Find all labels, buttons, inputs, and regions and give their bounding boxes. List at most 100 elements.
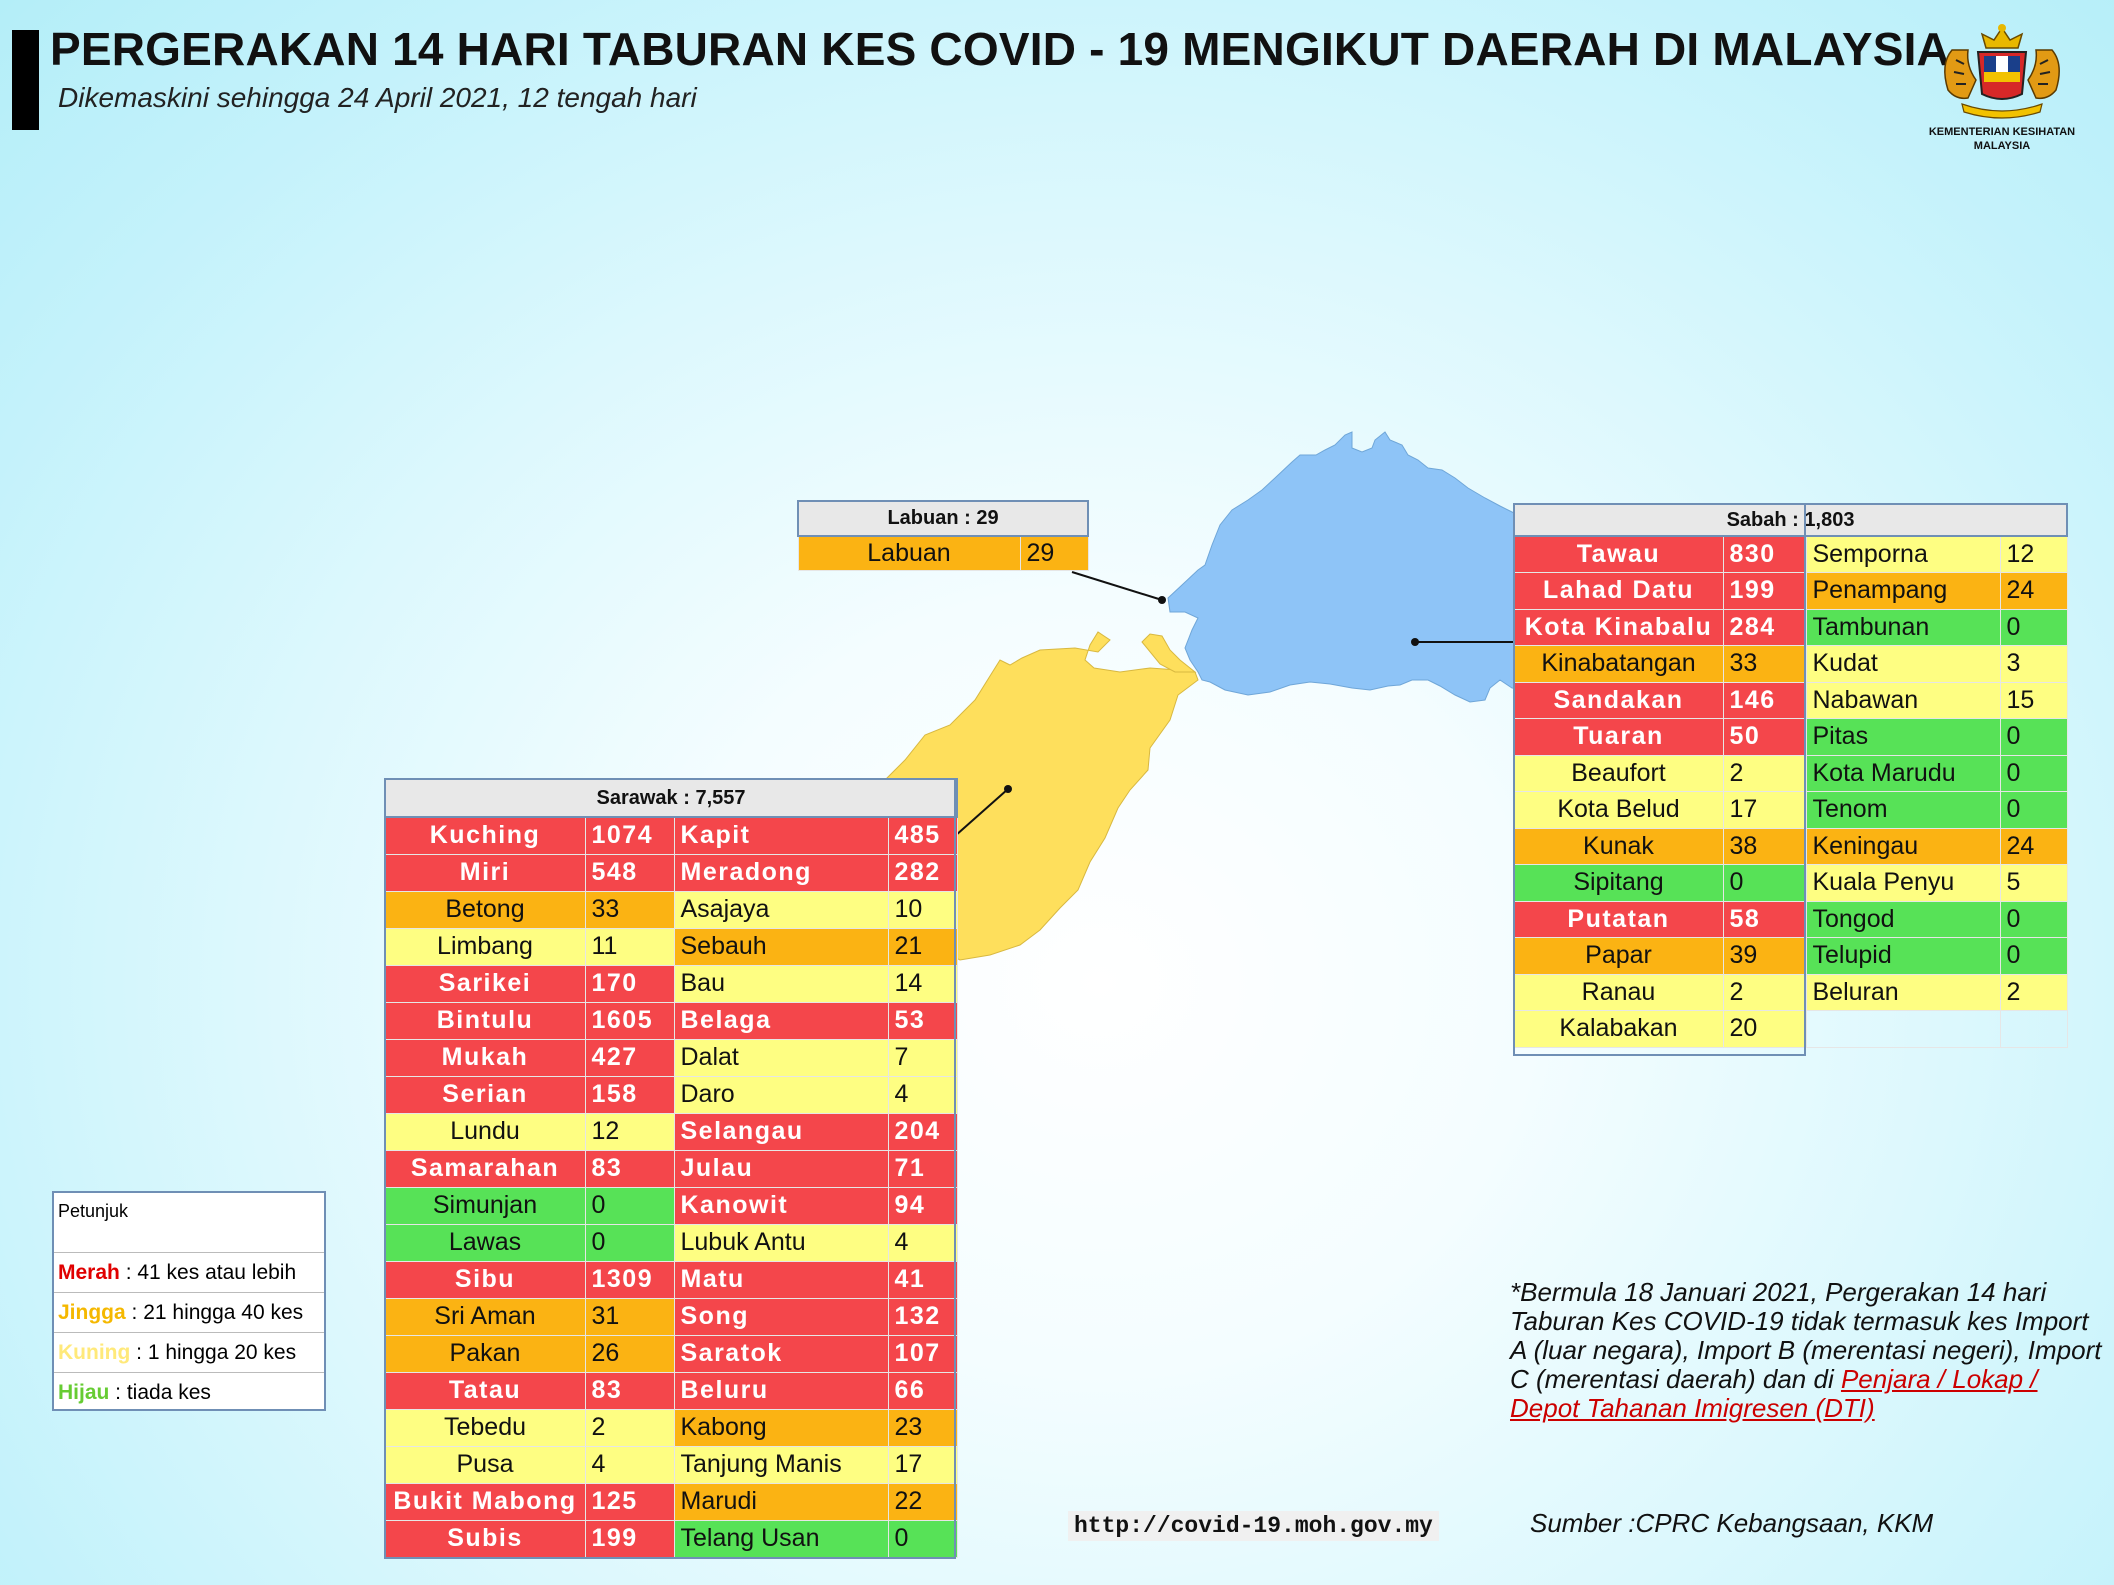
district-name: Asajaya — [673, 890, 889, 929]
district-name: Julau — [673, 1149, 889, 1188]
legend-text: : 41 kes atau lebih — [119, 1261, 297, 1284]
district-cases: 26 — [584, 1334, 675, 1373]
district-name: Kota Marudu — [1805, 754, 2001, 792]
table-row: Sri Aman 31 Song 132 — [384, 1297, 958, 1336]
district-cases: 0 — [1999, 608, 2068, 646]
district-name: Kunak — [1513, 827, 1724, 865]
sabah-region — [1167, 431, 1561, 703]
source-url[interactable]: http://covid-19.moh.gov.my — [1068, 1511, 1439, 1541]
footnote-link[interactable]: Penjara / Lokap / Depot Tahanan Imigrese… — [1510, 1364, 2038, 1423]
district-cases: 15 — [1999, 681, 2068, 719]
labuan-marker — [1158, 596, 1166, 604]
district-cases: 2 — [1722, 973, 1807, 1011]
district-cases: 17 — [887, 1445, 958, 1484]
district-name: Subis — [384, 1519, 586, 1558]
district-name: Saratok — [673, 1334, 889, 1373]
district-name: Selangau — [673, 1112, 889, 1151]
district-cases: 199 — [1722, 572, 1807, 610]
sabah-table: Sabah : 1,803 Tawau 830 Semporna 12 Lahad Da… — [1512, 503, 2069, 1048]
district-name: Telupid — [1805, 937, 2001, 975]
coat-of-arms-icon — [1944, 24, 2060, 119]
district-name: Dalat — [673, 1038, 889, 1077]
table-row: Kalabakan 20 — [1513, 1010, 2068, 1048]
district-cases: 33 — [1722, 645, 1807, 683]
table-row: Sandakan 146 Nabawan 15 — [1513, 681, 2068, 719]
district-cases: 1605 — [584, 1001, 675, 1040]
district-cases: 66 — [887, 1371, 958, 1410]
district-name: Lawas — [384, 1223, 586, 1262]
district-name: Belaga — [673, 1001, 889, 1040]
table-row: Betong 33 Asajaya 10 — [384, 890, 958, 929]
district-cases: 548 — [584, 853, 675, 892]
district-cases: 125 — [584, 1482, 675, 1521]
district-cases: 21 — [887, 927, 958, 966]
sabah-marker — [1411, 638, 1419, 646]
table-row: Kuching 1074 Kapit 485 — [384, 816, 958, 855]
district-name: Song — [673, 1297, 889, 1336]
district-cases: 284 — [1722, 608, 1807, 646]
district-cases: 0 — [584, 1223, 675, 1262]
district-name: Kuala Penyu — [1805, 864, 2001, 902]
sarawak-marker — [1004, 785, 1012, 793]
district-cases: 0 — [1999, 937, 2068, 975]
district-cases: 0 — [887, 1519, 958, 1558]
district-cases: 53 — [887, 1001, 958, 1040]
district-name: Bau — [673, 964, 889, 1003]
district-cases: 0 — [1999, 900, 2068, 938]
district-name: Kalabakan — [1513, 1010, 1724, 1048]
district-name: Pusa — [384, 1445, 586, 1484]
sarawak-table: Sarawak : 7,557 Kuching 1074 Kapit 485 Miri 5… — [384, 778, 958, 1558]
legend-text: : tiada kes — [109, 1381, 211, 1404]
district-name: Betong — [384, 890, 586, 929]
legend-key: Merah — [58, 1261, 120, 1284]
district-cases: 58 — [1722, 900, 1807, 938]
district-cases: 132 — [887, 1297, 958, 1336]
district-cases: 485 — [887, 816, 958, 855]
district-name: Pakan — [384, 1334, 586, 1373]
district-name: Lundu — [384, 1112, 586, 1151]
district-cases: 0 — [584, 1186, 675, 1225]
district-name: Bintulu — [384, 1001, 586, 1040]
district-cases: 29 — [1019, 535, 1089, 571]
ministry-logo: KEMENTERIAN KESIHATAN MALAYSIA — [1912, 20, 2092, 155]
table-row: Lahad Datu 199 Penampang 24 — [1513, 572, 2068, 610]
legend-title: Petunjuk — [54, 1193, 324, 1253]
district-cases: 33 — [584, 890, 675, 929]
district-cases: 0 — [1999, 718, 2068, 756]
district-cases: 23 — [887, 1408, 958, 1447]
district-name: Tambunan — [1805, 608, 2001, 646]
table-row: Miri 548 Meradong 282 — [384, 853, 958, 892]
district-name: Lubuk Antu — [673, 1223, 889, 1262]
district-name: Kudat — [1805, 645, 2001, 683]
table-row: Limbang 11 Sebauh 21 — [384, 927, 958, 966]
district-name: Ranau — [1513, 973, 1724, 1011]
district-cases: 199 — [584, 1519, 675, 1558]
district-cases: 14 — [887, 964, 958, 1003]
district-cases: 50 — [1722, 718, 1807, 756]
legend-text: : 21 hingga 40 kes — [125, 1301, 304, 1324]
table-row: Ranau 2 Beluran 2 — [1513, 973, 2068, 1011]
district-name — [1805, 1010, 2001, 1048]
district-name: Kabong — [673, 1408, 889, 1447]
district-cases: 830 — [1722, 535, 1807, 573]
district-name: Daro — [673, 1075, 889, 1114]
table-row: Kota Belud 17 Tenom 0 — [1513, 791, 2068, 829]
table-row: Kunak 38 Keningau 24 — [1513, 827, 2068, 865]
table-row: Pusa 4 Tanjung Manis 17 — [384, 1445, 958, 1484]
district-cases: 12 — [584, 1112, 675, 1151]
footnote-text: *Bermula 18 Januari 2021, Pergerakan 14 … — [1510, 1277, 2102, 1394]
district-cases: 107 — [887, 1334, 958, 1373]
district-cases: 39 — [1722, 937, 1807, 975]
table-row: Bintulu 1605 Belaga 53 — [384, 1001, 958, 1040]
table-row: Kinabatangan 33 Kudat 3 — [1513, 645, 2068, 683]
district-name: Tenom — [1805, 791, 2001, 829]
labuan-table: Labuan : 29 Labuan 29 — [796, 500, 1090, 571]
district-name: Beaufort — [1513, 754, 1724, 792]
labuan-header: Labuan : 29 — [796, 500, 1090, 537]
district-name: Serian — [384, 1075, 586, 1114]
district-name: Telang Usan — [673, 1519, 889, 1558]
district-name: Putatan — [1513, 900, 1724, 938]
table-row: Bukit Mabong 125 Marudi 22 — [384, 1482, 958, 1521]
title-accent-bar — [12, 30, 39, 130]
